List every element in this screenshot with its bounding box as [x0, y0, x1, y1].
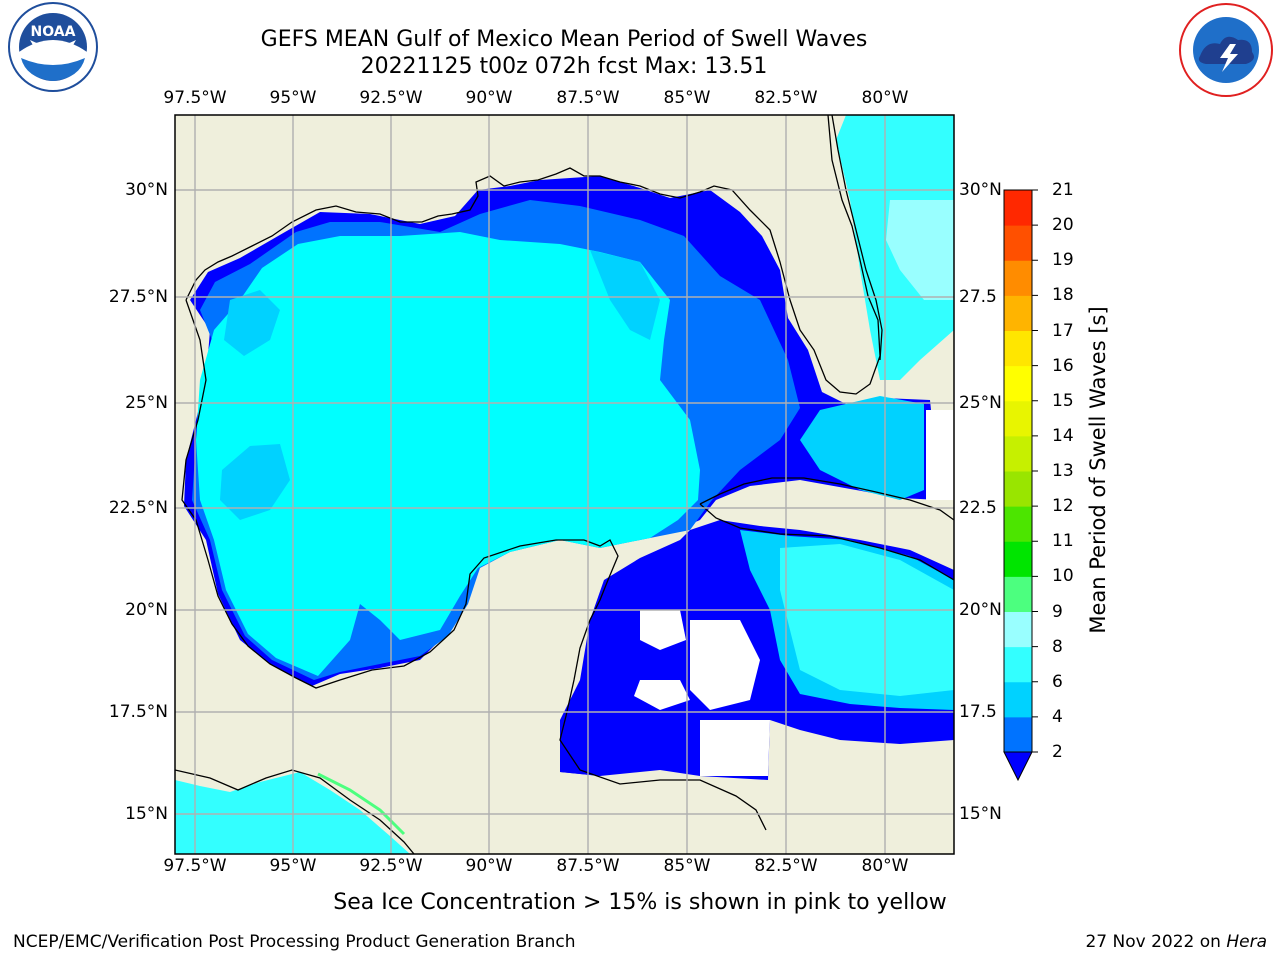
lon-tick-top: 80°W	[861, 88, 909, 108]
colorbar-swatch	[1004, 681, 1032, 718]
colorbar-swatch	[1004, 435, 1032, 472]
colorbar-swatch	[1004, 541, 1032, 577]
colorbar-swatch	[1004, 471, 1032, 507]
lat-tick-left: 30°N	[125, 180, 168, 200]
colorbar-swatch	[1004, 190, 1032, 226]
gulf-patch-2-4s-c	[590, 250, 660, 340]
lon-tick-bottom: 95°W	[269, 856, 317, 876]
noaa-logo: NOAA	[8, 2, 98, 92]
coastline-central-america	[175, 769, 415, 854]
nws-logo	[1179, 3, 1273, 97]
lat-tick-right: 27.5	[959, 287, 997, 307]
lat-tick-left: 27.5°N	[108, 287, 168, 307]
lon-tick-top: 90°W	[465, 88, 513, 108]
coastline-cuba	[699, 477, 954, 581]
lon-tick-top: 97.5°W	[163, 88, 227, 108]
colorbar-swatch	[1004, 506, 1032, 542]
lat-tick-right: 15°N	[959, 804, 1002, 824]
footer-credit: NCEP/EMC/Verification Post Processing Pr…	[13, 932, 576, 952]
colorbar-tick-label: 18	[1052, 285, 1074, 306]
lat-tick-left: 17.5°N	[108, 702, 168, 722]
lon-tick-bottom: 82.5°W	[754, 856, 818, 876]
footer-host: Hera	[1226, 932, 1267, 952]
colorbar-tick-label: 8	[1052, 636, 1063, 657]
lat-tick-left: 15°N	[125, 804, 168, 824]
lat-tick-right: 30°N	[959, 180, 1002, 200]
colorbar-swatch	[1004, 611, 1032, 648]
colorbar-swatch	[1004, 365, 1032, 402]
lat-tick-right: 22.5	[959, 498, 997, 518]
lat-tick-right: 20°N	[959, 600, 1002, 620]
colorbar-tick-label: 15	[1052, 390, 1074, 411]
gulf-water-inner	[196, 232, 700, 676]
colorbar-tick-label: 21	[1052, 180, 1074, 200]
florida-straits	[800, 396, 924, 500]
colorbar-tick-label: 19	[1052, 250, 1074, 271]
lon-tick-bottom: 87.5°W	[556, 856, 620, 876]
lat-tick-right: 17.5	[959, 702, 997, 722]
chart-subtitle: 20221125 t00z 072h fcst Max: 13.51	[360, 54, 768, 79]
caribbean-patch-e	[560, 736, 620, 776]
lon-tick-top: 85°W	[663, 88, 711, 108]
colorbar-swatch	[1004, 295, 1032, 331]
colorbar-swatch	[1004, 225, 1032, 261]
colorbar-tick-label: 2	[1052, 742, 1063, 762]
colorbar-tick-label: 10	[1052, 566, 1074, 587]
footer-date-text: 27 Nov 2022 on	[1085, 932, 1221, 952]
colorbar-tick-label: 11	[1052, 531, 1074, 552]
colorbar-tick-label: 16	[1052, 355, 1074, 376]
pacific-line	[317, 772, 406, 836]
bahamas-blank	[926, 410, 954, 500]
colorbar	[1003, 189, 1038, 782]
colorbar-swatch	[1004, 260, 1032, 296]
colorbar-swatch	[1004, 330, 1032, 367]
colorbar-label: Mean Period of Swell Waves [s]	[1086, 306, 1110, 634]
colorbar-tick-label: 17	[1052, 320, 1074, 341]
colorbar-tick-label: 4	[1052, 706, 1063, 727]
lat-tick-left: 20°N	[125, 600, 168, 620]
chart-title: GEFS MEAN Gulf of Mexico Mean Period of …	[260, 27, 868, 52]
colorbar-tick-label: 6	[1052, 671, 1063, 692]
coastline-gulf	[185, 115, 881, 395]
lon-tick-bottom: 97.5°W	[163, 856, 227, 876]
colorbar-swatch	[1004, 400, 1032, 437]
colorbar-tick-label: 13	[1052, 461, 1074, 481]
caribbean-patch-c	[700, 720, 770, 776]
colorbar-under-arrow	[1003, 751, 1033, 782]
noaa-logo-text: NOAA	[31, 24, 76, 40]
caribbean-patch-a	[640, 610, 686, 650]
map-frame	[174, 114, 955, 855]
lon-tick-top: 87.5°W	[556, 88, 620, 108]
lat-tick-right: 25°N	[959, 393, 1002, 413]
lon-tick-bottom: 85°W	[663, 856, 711, 876]
lon-tick-bottom: 90°W	[465, 856, 513, 876]
grid-lines	[175, 115, 954, 854]
lon-tick-top: 82.5°W	[754, 88, 818, 108]
gulf-patch-2-4s	[220, 444, 290, 520]
lat-tick-left: 22.5°N	[108, 498, 168, 518]
colorbar-tick-label: 14	[1052, 425, 1074, 446]
colorbar-swatch	[1004, 576, 1032, 612]
colorbar-swatch	[1004, 716, 1032, 753]
footer-date: 27 Nov 2022 on Hera	[1085, 932, 1267, 952]
colorbar-tick-label: 9	[1052, 601, 1063, 622]
colorbar-swatch	[1004, 646, 1032, 683]
coastline-mexico	[181, 299, 767, 831]
lon-tick-bottom: 92.5°W	[359, 856, 423, 876]
atlantic-water-light	[886, 200, 954, 300]
coastline-florida-east	[831, 115, 883, 361]
lon-tick-top: 92.5°W	[359, 88, 423, 108]
lon-tick-top: 95°W	[269, 88, 317, 108]
caption: Sea Ice Concentration > 15% is shown in …	[333, 890, 947, 915]
caribbean-patch-d	[634, 680, 690, 710]
caribbean-water-inner	[780, 544, 954, 696]
gulf-patch-2-4s-b	[224, 290, 280, 356]
lat-tick-left: 25°N	[125, 393, 168, 413]
lon-tick-bottom: 80°W	[861, 856, 909, 876]
caribbean-patch-b	[690, 620, 760, 710]
colorbar-tick-label: 12	[1052, 496, 1074, 517]
colorbar-tick-label: 20	[1052, 215, 1074, 236]
